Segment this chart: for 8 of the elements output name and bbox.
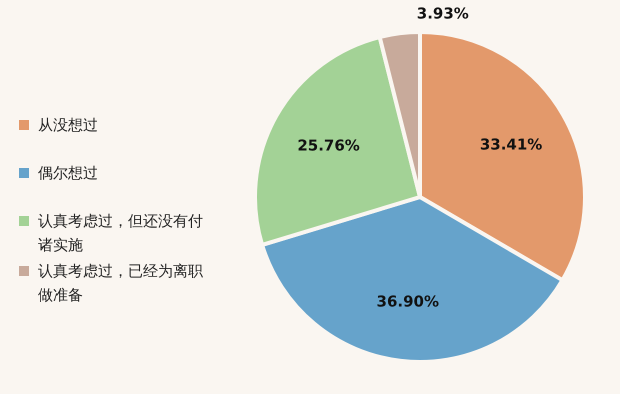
legend-label: 从没想过 [38,116,98,134]
data-label: 36.90% [376,292,439,310]
legend-label: 认真考虑过，已经为离职做准备 [38,262,203,304]
data-label: 25.76% [297,136,360,154]
data-label: 3.93% [416,4,469,22]
data-label: 33.41% [480,136,542,154]
legend-label: 认真考虑过，但还没有付诸实施 [38,212,203,254]
legend-label: 偶尔想过 [38,164,98,182]
